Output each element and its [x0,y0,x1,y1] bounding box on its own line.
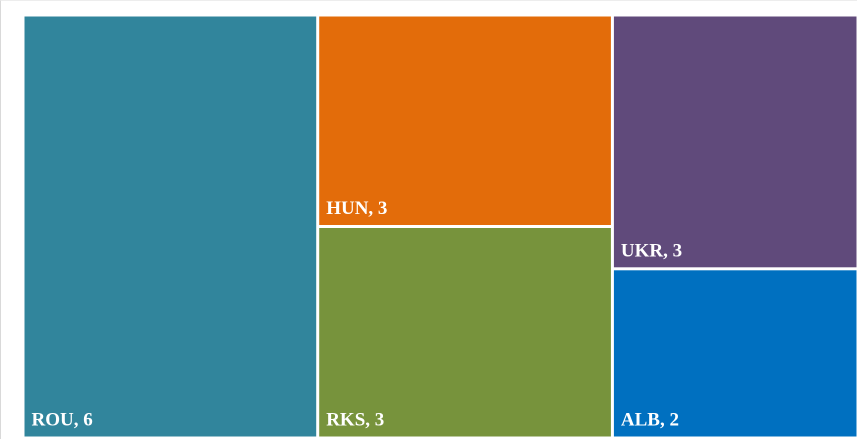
tile-label-rks: RKS, 3 [326,410,384,431]
tile-label-alb: ALB, 2 [621,410,679,431]
tile-hun [319,16,611,225]
tile-rks [319,228,611,437]
tile-alb [613,270,857,437]
tile-rou [24,16,317,437]
tile-label-rou: ROU, 6 [32,410,93,431]
tile-label-hun: HUN, 3 [326,198,387,219]
tile-ukr [613,16,857,268]
tile-label-ukr: UKR, 3 [621,240,682,261]
